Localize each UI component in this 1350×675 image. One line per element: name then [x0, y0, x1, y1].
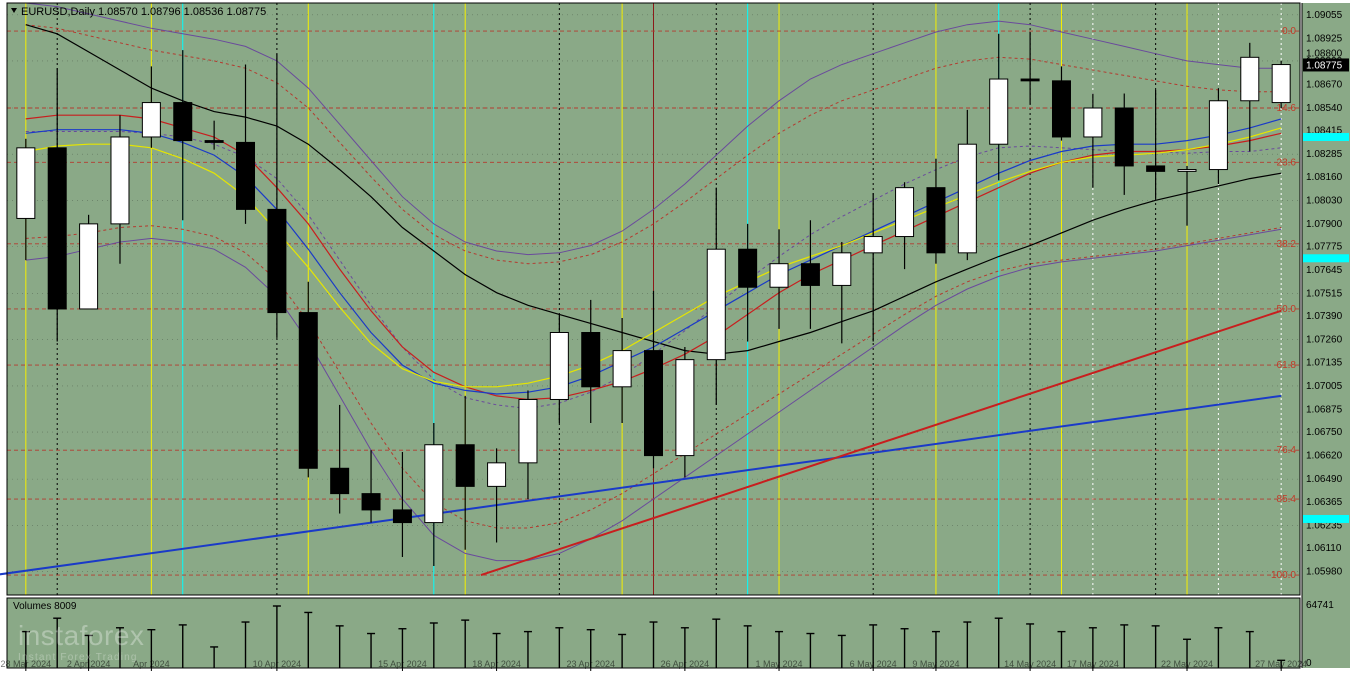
candle-body [174, 103, 192, 141]
price-tick: 1.09055 [1306, 10, 1343, 21]
candle-body [17, 148, 35, 219]
candle-body [1272, 65, 1290, 103]
candle-body [80, 224, 98, 309]
price-tick: 1.07135 [1306, 357, 1343, 368]
candle-body [1084, 108, 1102, 137]
volume-zero: 0 [1306, 658, 1312, 669]
price-tick: 1.08030 [1306, 195, 1343, 206]
level-marker [1303, 515, 1349, 523]
candle-body [582, 332, 600, 386]
forex-chart: 0.0 14.6 23.6 38.2 50.0 61.8 76.4 85.4 100.0 EURU… [0, 0, 1350, 675]
price-tick: 1.07900 [1306, 219, 1343, 230]
price-tick: 1.07390 [1306, 311, 1343, 322]
candle-body [613, 351, 631, 387]
candle-body [739, 249, 757, 287]
candle-body [958, 144, 976, 253]
price-tick: 1.07775 [1306, 241, 1343, 252]
candle-body [48, 148, 66, 309]
candle-body [299, 313, 317, 469]
candle-body [1241, 57, 1259, 100]
price-tick: 1.06750 [1306, 427, 1343, 438]
price-tick: 1.07515 [1306, 289, 1343, 300]
candle-body [645, 351, 663, 456]
volume-label: Volumes 8009 [13, 601, 77, 612]
candle-body [1178, 170, 1196, 172]
volume-max: 64741 [1306, 600, 1334, 611]
candle-body [488, 463, 506, 487]
chart-svg: 0.0 14.6 23.6 38.2 50.0 61.8 76.4 85.4 100.0 EURU… [0, 0, 1350, 675]
candle-body [111, 137, 129, 224]
candle-body [833, 253, 851, 286]
fib-label: 61.8 [1277, 360, 1297, 371]
candle-body [393, 510, 411, 523]
fib-label: 50.0 [1277, 304, 1297, 315]
fib-label: 100.0 [1271, 570, 1296, 581]
level-marker [1303, 254, 1349, 262]
fib-label: 0.0 [1282, 26, 1296, 37]
price-tick: 1.08925 [1306, 33, 1343, 44]
fib-label: 38.2 [1277, 239, 1297, 250]
candle-body [1021, 79, 1039, 81]
price-tick: 1.06365 [1306, 497, 1343, 508]
candle-body [864, 237, 882, 253]
fib-label: 14.6 [1277, 103, 1297, 114]
candle-body [707, 249, 725, 359]
candle-body [268, 209, 286, 312]
level-marker [1303, 133, 1349, 141]
candle-body [990, 79, 1008, 144]
candle-body [331, 468, 349, 493]
candle-body [676, 360, 694, 456]
candle-body [1209, 101, 1227, 170]
candle-body [142, 103, 160, 137]
candle-body [456, 445, 474, 487]
candle-body [205, 141, 223, 143]
price-tick: 1.06490 [1306, 474, 1343, 485]
candle-body [362, 494, 380, 510]
fib-label: 76.4 [1277, 445, 1297, 456]
candle-body [425, 445, 443, 523]
price-tick: 1.07645 [1306, 265, 1343, 276]
price-tick: 1.07005 [1306, 381, 1343, 392]
price-tick: 1.08160 [1306, 172, 1343, 183]
price-tick: 1.07260 [1306, 335, 1343, 346]
candle-body [1115, 108, 1133, 166]
candle-body [770, 264, 788, 288]
price-tick: 1.08540 [1306, 103, 1343, 114]
price-tick: 1.08285 [1306, 149, 1343, 160]
candle-body [519, 399, 537, 462]
candle-body [237, 142, 255, 209]
candle-body [1052, 81, 1070, 137]
price-box-label: 1.08775 [1306, 60, 1343, 71]
price-tick: 1.06110 [1306, 543, 1342, 554]
fib-label: 85.4 [1277, 494, 1297, 505]
price-tick: 1.06875 [1306, 404, 1343, 415]
price-box-secondary: 1.08800 [1306, 48, 1343, 59]
price-tick: 1.08670 [1306, 79, 1343, 90]
candle-body [1147, 166, 1165, 171]
candle-body [801, 264, 819, 286]
price-tick: 1.05980 [1306, 566, 1343, 577]
candle-body [927, 188, 945, 253]
candle-body [550, 332, 568, 399]
price-tick: 1.06620 [1306, 451, 1343, 462]
fib-label: 23.6 [1277, 157, 1297, 168]
chart-title: EURUSD,Daily 1.08570 1.08796 1.08536 1.0… [21, 6, 266, 18]
candle-body [896, 188, 914, 237]
